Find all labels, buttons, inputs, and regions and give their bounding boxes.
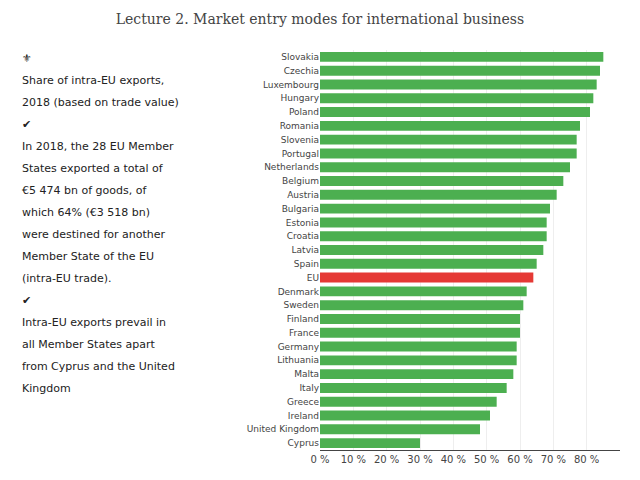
- svg-text:80 %: 80 %: [574, 454, 599, 465]
- svg-text:Netherlands: Netherlands: [264, 162, 319, 172]
- svg-text:Estonia: Estonia: [286, 218, 319, 228]
- svg-text:Luxembourg: Luxembourg: [263, 80, 319, 90]
- svg-text:EU: EU: [307, 273, 319, 283]
- svg-text:which 64% (€3 518 bn): which 64% (€3 518 bn): [22, 206, 150, 219]
- svg-text:Malta: Malta: [294, 369, 319, 379]
- svg-text:40 %: 40 %: [441, 454, 466, 465]
- svg-text:Share of intra-EU exports,: Share of intra-EU exports,: [22, 74, 164, 87]
- svg-text:Greece: Greece: [287, 397, 319, 407]
- svg-text:Hungary: Hungary: [281, 93, 320, 103]
- svg-text:Romania: Romania: [280, 121, 319, 131]
- svg-text:Slovakia: Slovakia: [281, 52, 319, 62]
- svg-text:✔: ✔: [22, 118, 31, 131]
- svg-text:Cyprus: Cyprus: [288, 438, 320, 448]
- svg-text:70 %: 70 %: [541, 454, 566, 465]
- svg-text:States exported a total of: States exported a total of: [22, 162, 164, 175]
- svg-text:In 2018, the 28 EU Member: In 2018, the 28 EU Member: [22, 140, 174, 153]
- svg-text:Intra-EU exports prevail in: Intra-EU exports prevail in: [22, 316, 166, 329]
- svg-text:30 %: 30 %: [407, 454, 432, 465]
- svg-text:50 %: 50 %: [474, 454, 499, 465]
- svg-text:Member State of the EU: Member State of the EU: [22, 250, 154, 263]
- svg-text:Germany: Germany: [278, 342, 320, 352]
- svg-text:Ireland: Ireland: [288, 411, 319, 421]
- svg-text:Croatia: Croatia: [287, 231, 319, 241]
- svg-text:Kingdom: Kingdom: [22, 382, 71, 395]
- svg-text:Finland: Finland: [287, 314, 319, 324]
- svg-text:Poland: Poland: [289, 107, 319, 117]
- svg-text:Spain: Spain: [294, 259, 319, 269]
- svg-text:Lecture 2. Market entry modes: Lecture 2. Market entry modes for intern…: [116, 11, 524, 27]
- svg-text:from Cyprus and the United: from Cyprus and the United: [22, 360, 175, 373]
- svg-text:Belgium: Belgium: [282, 176, 319, 186]
- svg-text:✔: ✔: [22, 294, 31, 307]
- svg-text:United Kingdom: United Kingdom: [247, 424, 319, 434]
- svg-text:France: France: [289, 328, 319, 338]
- svg-text:2018 (based on trade value): 2018 (based on trade value): [22, 96, 179, 109]
- svg-text:Bulgaria: Bulgaria: [282, 204, 319, 214]
- svg-text:⚜: ⚜: [22, 52, 32, 65]
- svg-text:Lithuania: Lithuania: [277, 355, 319, 365]
- svg-text:20 %: 20 %: [374, 454, 399, 465]
- svg-text:Czechia: Czechia: [284, 66, 319, 76]
- svg-text:Italy: Italy: [299, 383, 319, 393]
- svg-text:0 %: 0 %: [310, 454, 329, 465]
- svg-text:60 %: 60 %: [507, 454, 532, 465]
- svg-text:Austria: Austria: [287, 190, 319, 200]
- svg-text:Slovenia: Slovenia: [281, 135, 319, 145]
- svg-text:all Member States apart: all Member States apart: [22, 338, 155, 351]
- svg-text:€5 474 bn of goods, of: €5 474 bn of goods, of: [22, 184, 147, 197]
- svg-text:Sweden: Sweden: [283, 300, 319, 310]
- svg-text:Latvia: Latvia: [292, 245, 319, 255]
- svg-text:10 %: 10 %: [341, 454, 366, 465]
- svg-text:were destined for another: were destined for another: [22, 228, 165, 241]
- svg-text:Denmark: Denmark: [278, 287, 320, 297]
- svg-text:(intra-EU trade).: (intra-EU trade).: [22, 272, 111, 285]
- svg-text:Portugal: Portugal: [282, 149, 319, 159]
